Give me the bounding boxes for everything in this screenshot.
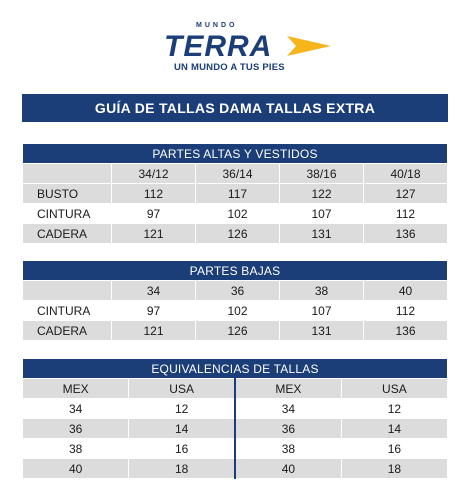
value-cell: 136 bbox=[363, 223, 448, 244]
value-cell: 16 bbox=[128, 438, 237, 459]
row-label: CINTURA bbox=[22, 300, 112, 321]
brand-logo: MUNDO TERRA UN MUNDO A TUS PIES bbox=[0, 20, 469, 80]
value-cell: 97 bbox=[111, 300, 196, 321]
value-cell: 38 bbox=[234, 438, 342, 459]
size-header: 34/12 bbox=[111, 163, 196, 184]
value-cell: 121 bbox=[111, 223, 196, 244]
value-cell: 34 bbox=[21, 398, 130, 419]
size-header: 38/16 bbox=[279, 163, 364, 184]
value-cell: 16 bbox=[340, 438, 449, 459]
value-cell: 36 bbox=[21, 418, 130, 439]
row-label: CADERA bbox=[22, 320, 112, 341]
value-cell: 102 bbox=[195, 203, 280, 224]
size-header: 40/18 bbox=[363, 163, 448, 184]
value-cell: 112 bbox=[363, 203, 448, 224]
value-cell: 12 bbox=[128, 398, 237, 419]
table-partes-bajas: PARTES BAJAS 34 36 38 40 CINTURA 97 102 … bbox=[22, 260, 448, 341]
table-row: BUSTO 112 117 122 127 bbox=[22, 183, 448, 204]
arrow-logo-icon bbox=[287, 36, 331, 56]
value-cell: 97 bbox=[111, 203, 196, 224]
section-heading-altas: PARTES ALTAS Y VESTIDOS bbox=[22, 143, 448, 164]
value-cell: 40 bbox=[234, 458, 342, 479]
value-cell: 122 bbox=[279, 183, 364, 204]
value-cell: 126 bbox=[195, 223, 280, 244]
size-header: 38 bbox=[279, 280, 364, 301]
value-cell: 40 bbox=[21, 458, 130, 479]
table-row: CADERA 121 126 131 136 bbox=[22, 223, 448, 244]
section-heading-bajas: PARTES BAJAS bbox=[22, 260, 448, 281]
table-row: 40 18 40 18 bbox=[21, 458, 449, 479]
row-label: CINTURA bbox=[22, 203, 112, 224]
table-row: 36 14 36 14 bbox=[21, 418, 449, 439]
value-cell: 36 bbox=[234, 418, 342, 439]
table-partes-altas: PARTES ALTAS Y VESTIDOS 34/12 36/14 38/1… bbox=[22, 143, 448, 244]
section-heading-equivalencias: EQUIVALENCIAS DE TALLAS bbox=[22, 358, 448, 379]
value-cell: 131 bbox=[279, 223, 364, 244]
value-cell: 18 bbox=[340, 458, 449, 479]
corner-cell bbox=[22, 280, 112, 301]
column-header: MEX bbox=[234, 378, 342, 399]
value-cell: 112 bbox=[111, 183, 196, 204]
logo-mundo-text: MUNDO bbox=[196, 22, 238, 29]
value-cell: 38 bbox=[21, 438, 130, 459]
value-cell: 136 bbox=[363, 320, 448, 341]
table-row: CINTURA 97 102 107 112 bbox=[22, 300, 448, 321]
logo-terra-text: TERRA bbox=[164, 30, 273, 63]
row-label: BUSTO bbox=[22, 183, 112, 204]
table-row: CADERA 121 126 131 136 bbox=[22, 320, 448, 341]
size-header: 34 bbox=[111, 280, 196, 301]
value-cell: 14 bbox=[340, 418, 449, 439]
table-row: 34 12 34 12 bbox=[21, 398, 449, 419]
value-cell: 117 bbox=[195, 183, 280, 204]
value-cell: 127 bbox=[363, 183, 448, 204]
value-cell: 126 bbox=[195, 320, 280, 341]
table-equivalencias: EQUIVALENCIAS DE TALLAS MEX USA MEX USA … bbox=[21, 358, 449, 479]
logo-slogan: UN MUNDO A TUS PIES bbox=[174, 62, 285, 73]
value-cell: 14 bbox=[128, 418, 237, 439]
value-cell: 131 bbox=[279, 320, 364, 341]
column-header: USA bbox=[128, 378, 237, 399]
size-header: 36/14 bbox=[195, 163, 280, 184]
value-cell: 107 bbox=[279, 300, 364, 321]
column-header: USA bbox=[340, 378, 449, 399]
table-row: CINTURA 97 102 107 112 bbox=[22, 203, 448, 224]
size-header: 40 bbox=[363, 280, 448, 301]
corner-cell bbox=[22, 163, 112, 184]
value-cell: 121 bbox=[111, 320, 196, 341]
value-cell: 112 bbox=[363, 300, 448, 321]
value-cell: 12 bbox=[340, 398, 449, 419]
page-title: GUÍA DE TALLAS DAMA TALLAS EXTRA bbox=[22, 94, 448, 122]
column-header: MEX bbox=[21, 378, 130, 399]
value-cell: 107 bbox=[279, 203, 364, 224]
table-row: 38 16 38 16 bbox=[21, 438, 449, 459]
size-header: 36 bbox=[195, 280, 280, 301]
value-cell: 102 bbox=[195, 300, 280, 321]
row-label: CADERA bbox=[22, 223, 112, 244]
value-cell: 18 bbox=[128, 458, 237, 479]
value-cell: 34 bbox=[234, 398, 342, 419]
